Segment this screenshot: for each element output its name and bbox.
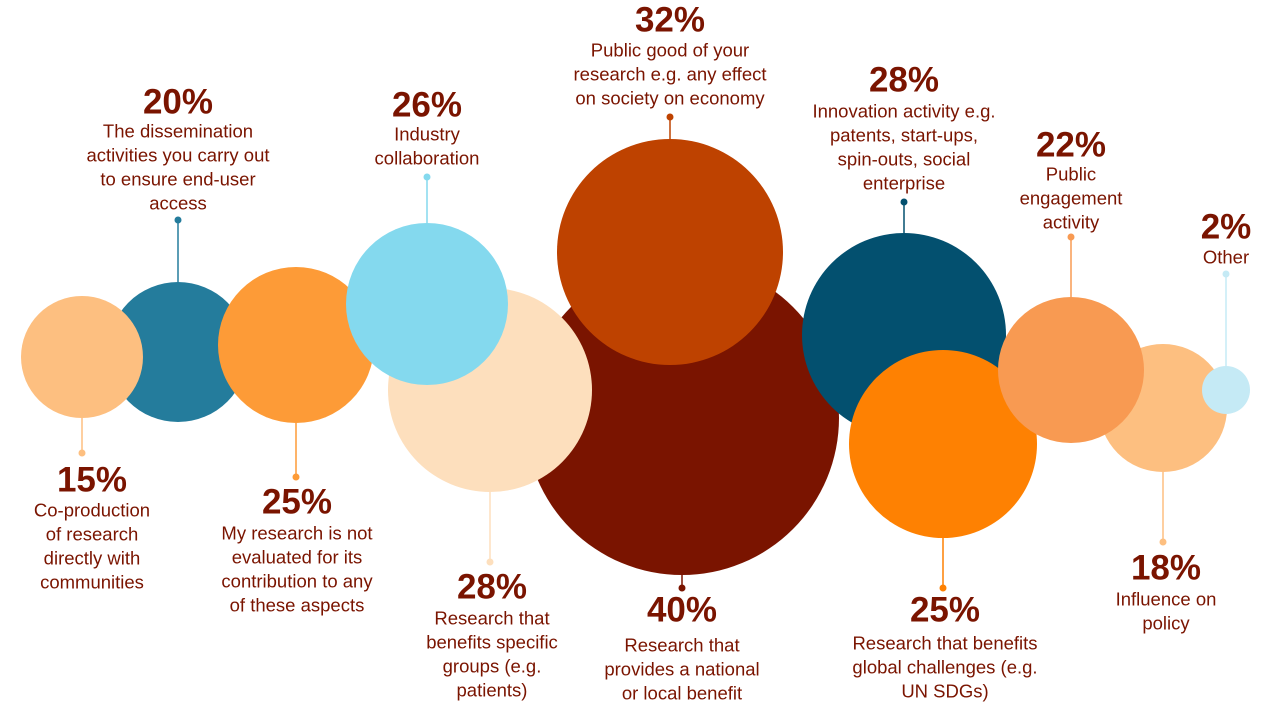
category-label-line: activities you carry out xyxy=(86,145,269,166)
leader-dot-global-challenges xyxy=(939,584,947,592)
category-label-line: patients) xyxy=(457,680,528,701)
leader-dot-public-good xyxy=(666,113,674,121)
bubble-other xyxy=(1202,366,1250,414)
percent-label-innovation: 28% xyxy=(869,61,939,100)
category-label-line: Public good of your xyxy=(591,40,749,61)
category-label-line: communities xyxy=(40,572,144,593)
category-label-line: enterprise xyxy=(863,173,945,194)
bubble-industry xyxy=(346,223,508,385)
category-label-line: policy xyxy=(1142,613,1190,634)
percent-label-global-challenges: 25% xyxy=(910,591,980,630)
category-label-line: My research is not xyxy=(221,523,372,544)
bubble-global-challenges xyxy=(849,350,1037,538)
category-label-line: global challenges (e.g. xyxy=(852,657,1037,678)
category-label-line: patents, start-ups, xyxy=(830,125,978,146)
category-label-line: engagement xyxy=(1020,188,1123,209)
percent-label-national-local: 40% xyxy=(647,591,717,630)
category-label-line: to ensure end-user xyxy=(100,169,255,190)
category-label-line: groups (e.g. xyxy=(443,656,542,677)
percent-label-industry: 26% xyxy=(392,86,462,125)
bubble-public-good xyxy=(557,139,783,365)
bubble-co-production xyxy=(21,296,143,418)
percent-label-policy: 18% xyxy=(1131,549,1201,588)
leader-dot-public-engagement xyxy=(1067,233,1075,241)
category-label-line: The dissemination xyxy=(103,121,253,142)
leader-dot-not-evaluated xyxy=(292,473,300,481)
percent-label-specific-groups: 28% xyxy=(457,568,527,607)
category-label-line: evaluated for its xyxy=(232,547,363,568)
bubble-not-evaluated xyxy=(218,267,374,423)
leader-dot-co-production xyxy=(78,449,86,457)
leader-dot-specific-groups xyxy=(486,558,494,566)
percent-label-dissemination: 20% xyxy=(143,83,213,122)
category-label-line: on society on economy xyxy=(575,88,765,109)
category-label-line: Other xyxy=(1203,247,1249,268)
category-label-line: Industry xyxy=(394,124,461,145)
percent-label-public-engagement: 22% xyxy=(1036,126,1106,165)
category-label-line: UN SDGs) xyxy=(901,681,988,702)
category-label-line: benefits specific xyxy=(426,632,558,653)
percent-label-co-production: 15% xyxy=(57,461,127,500)
category-label-line: Co-production xyxy=(34,500,150,521)
category-label-line: Research that benefits xyxy=(852,633,1037,654)
category-label-line: of research xyxy=(46,524,139,545)
category-label-line: research e.g. any effect xyxy=(574,64,767,85)
percent-label-public-good: 32% xyxy=(635,1,705,40)
category-label-line: or local benefit xyxy=(622,683,742,704)
category-label-line: Research that xyxy=(624,635,739,656)
leader-dot-dissemination xyxy=(174,216,182,224)
category-label-line: collaboration xyxy=(375,148,480,169)
category-label-line: spin-outs, social xyxy=(838,149,971,170)
category-label-line: provides a national xyxy=(604,659,759,680)
category-label-line: Influence on xyxy=(1116,589,1217,610)
category-label-line: directly with xyxy=(44,548,141,569)
leader-dot-national-local xyxy=(678,584,686,592)
category-label-line: Research that xyxy=(434,608,549,629)
category-label-line: of these aspects xyxy=(230,595,365,616)
leader-dot-industry xyxy=(423,173,431,181)
category-label-line: access xyxy=(149,193,207,214)
category-label-line: Public xyxy=(1046,164,1096,185)
leader-dot-innovation xyxy=(900,198,908,206)
leader-dot-other xyxy=(1222,270,1230,278)
percent-label-not-evaluated: 25% xyxy=(262,483,332,522)
category-label-line: activity xyxy=(1043,212,1100,233)
category-label-line: contribution to any xyxy=(221,571,373,592)
leader-dot-policy xyxy=(1159,538,1167,546)
percent-label-other: 2% xyxy=(1201,208,1252,247)
bubble-public-engagement xyxy=(998,297,1144,443)
bubble-dissemination xyxy=(108,282,248,422)
category-label-line: Innovation activity e.g. xyxy=(812,101,995,122)
